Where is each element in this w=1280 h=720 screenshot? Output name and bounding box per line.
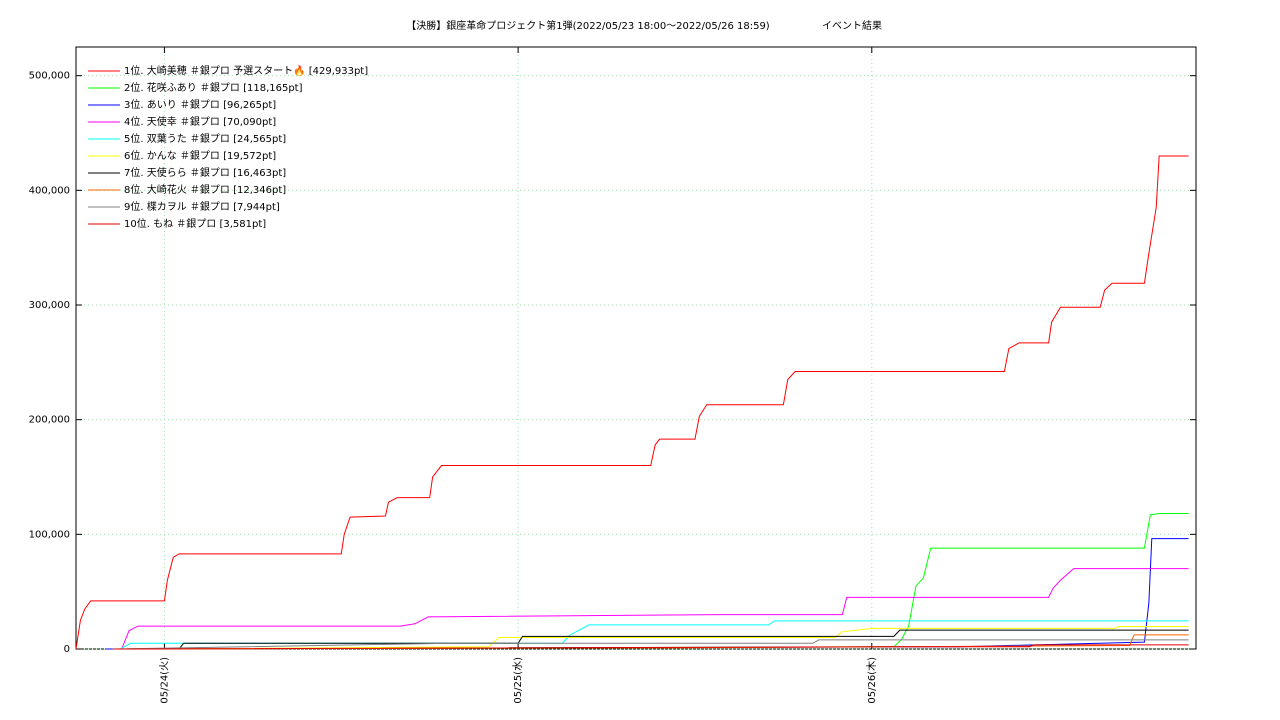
series-line — [112, 639, 1189, 650]
legend-label: 9位. 楪カヲル ＃銀プロ [7,944pt] — [124, 200, 280, 213]
series-line — [112, 644, 1189, 650]
y-tick-label: 100,000 — [29, 529, 70, 540]
legend-label: 4位. 天使幸 ＃銀プロ [70,090pt] — [124, 115, 276, 128]
chart-subtitle: イベント結果 — [822, 19, 882, 32]
y-tick-label: 300,000 — [29, 300, 70, 311]
series-line — [121, 568, 1189, 650]
legend-label: 6位. かんな ＃銀プロ [19,572pt] — [124, 149, 276, 162]
series-line — [75, 155, 1189, 650]
legend-label: 1位. 大崎美穂 ＃銀プロ 予選スタート🔥 [429,933pt] — [124, 64, 368, 77]
series-line — [178, 629, 1189, 650]
legend-label: 3位. あいり ＃銀プロ [96,265pt] — [124, 98, 276, 111]
x-tick-label: 05/25(水) — [512, 657, 524, 704]
y-tick-label: 200,000 — [29, 415, 70, 426]
legend-label: 7位. 天使らら ＃銀プロ [16,463pt] — [124, 166, 286, 179]
y-tick-label: 500,000 — [29, 71, 70, 82]
legend-label: 2位. 花咲ふあり ＃銀プロ [118,165pt] — [124, 81, 303, 94]
series-line — [105, 538, 1189, 650]
x-tick-label: 05/24(火) — [158, 657, 170, 704]
x-tick-label: 05/26(木) — [866, 657, 878, 704]
legend-label: 5位. 双葉うた ＃銀プロ [24,565pt] — [124, 132, 286, 145]
chart-title: 【決勝】銀座革命プロジェクト第1弾(2022/05/23 18:00～2022/… — [406, 19, 770, 32]
legend-label: 10位. もね ＃銀プロ [3,581pt] — [124, 217, 266, 230]
legend-label: 8位. 大崎花火 ＃銀プロ [12,346pt] — [124, 183, 286, 196]
y-tick-label: 400,000 — [29, 185, 70, 196]
series-line — [105, 513, 1189, 650]
y-tick-label: 0 — [64, 644, 70, 655]
